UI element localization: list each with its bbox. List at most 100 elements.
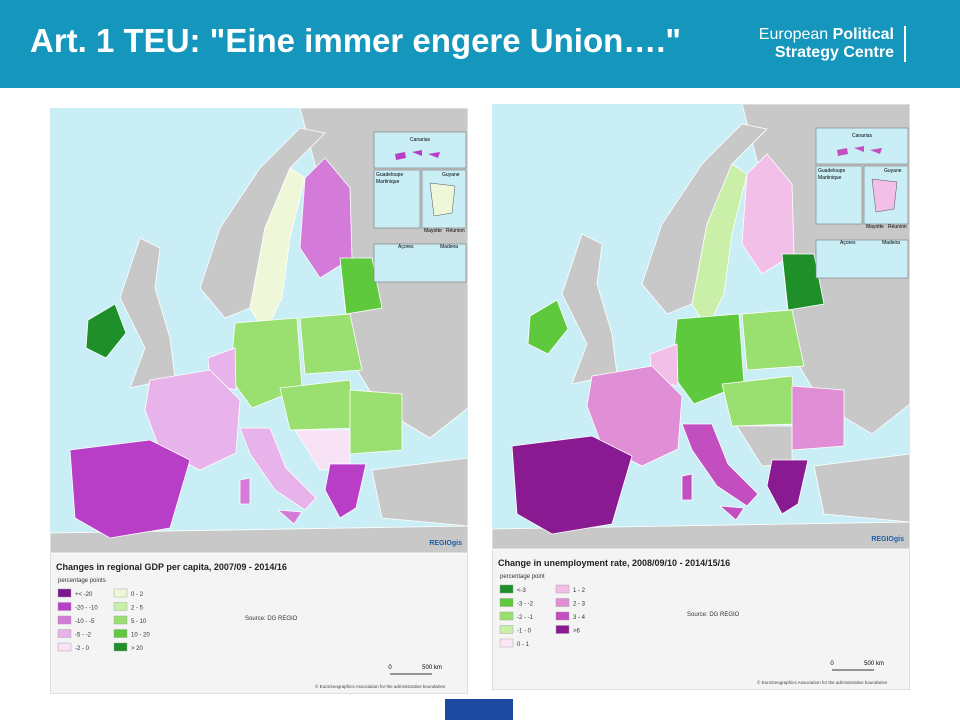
legend-swatch — [555, 625, 570, 634]
region-italy — [239, 427, 317, 511]
region-poland — [299, 313, 363, 375]
region-africa — [50, 525, 468, 554]
region-iberia — [511, 435, 633, 535]
inset-label: Madeira — [882, 240, 900, 246]
inset-label: Guyane — [884, 168, 902, 174]
legend-label: 2 - 5 — [131, 606, 144, 612]
region-poland — [741, 309, 805, 371]
legend-swatch — [113, 615, 128, 625]
inset-label: Mayotte — [866, 224, 884, 230]
scale-label: 0 — [388, 665, 392, 671]
legend-label: 10 - 20 — [131, 633, 150, 639]
legend-label: 3 - 4 — [573, 615, 586, 621]
region-romania — [791, 385, 845, 451]
legend-swatch — [113, 629, 128, 638]
region-greece — [324, 463, 367, 519]
region-greece — [766, 459, 809, 515]
slide-title: Art. 1 TEU: "Eine immer engere Union…." — [30, 22, 682, 59]
inset-label: Açores — [398, 244, 414, 250]
legend-swatch — [57, 588, 72, 598]
legend-swatch — [57, 629, 72, 638]
legend-title: percentage points — [58, 578, 106, 584]
region-turkey — [371, 457, 468, 527]
logo: European Political Strategy Centre — [759, 26, 906, 62]
legend-label: -10 - -5 — [75, 619, 95, 625]
region-africa — [492, 521, 910, 550]
legend-label: -1 - 0 — [517, 629, 532, 635]
legend-swatch — [499, 598, 514, 607]
legend-swatch — [555, 611, 570, 621]
scale-label: 500 km — [864, 661, 884, 667]
legend-label: -3 - -2 — [517, 602, 534, 608]
legend-label: 5 - 10 — [131, 619, 147, 625]
scale-label: 500 km — [422, 665, 442, 671]
brand: REGIOgis — [871, 536, 904, 543]
region-central — [279, 379, 356, 431]
region-sardinia — [239, 477, 251, 505]
legend-label: > 20 — [131, 646, 144, 652]
inset-label: Martinique — [376, 179, 400, 185]
region-ireland — [527, 299, 569, 355]
map-title: Changes in regional GDP per capita, 2007… — [56, 562, 287, 572]
region-baltics — [339, 257, 383, 315]
region-france — [586, 365, 683, 467]
inset — [373, 131, 467, 169]
eu-flag — [445, 699, 513, 720]
inset — [815, 239, 909, 279]
legend-swatch — [57, 642, 72, 652]
inset — [815, 165, 863, 225]
region-baltics — [781, 253, 825, 311]
source: Source: DG REGIO — [687, 612, 740, 618]
brand: REGIOgis — [429, 540, 462, 547]
region-turkey — [813, 453, 910, 523]
inset-label: Guyane — [442, 172, 460, 178]
legend-swatch — [499, 611, 514, 621]
region-italy — [681, 423, 759, 507]
region-uk — [119, 237, 176, 389]
region-norway — [199, 127, 326, 319]
legend-swatch — [555, 584, 570, 594]
source: Source: DG REGIO — [245, 616, 298, 622]
legend-title: percentage point — [500, 574, 545, 580]
legend-swatch — [113, 642, 128, 652]
canarias — [837, 146, 882, 156]
legend-label: >6 — [573, 629, 581, 635]
legend-swatch — [499, 638, 514, 648]
inset-label: Canarias — [852, 133, 873, 139]
canarias — [395, 150, 440, 160]
legend-swatch — [555, 598, 570, 607]
legend-label: 0 - 1 — [517, 642, 530, 648]
region-sicily — [276, 509, 303, 525]
legend-swatch — [57, 602, 72, 611]
region-central — [721, 375, 798, 427]
legend-label: -2 - -1 — [517, 615, 534, 621]
legend-label: -20 - -10 — [75, 606, 98, 612]
inset-label: Guadeloupe — [818, 168, 845, 174]
logo-text: European — [758, 26, 829, 43]
inset-label: Mayotte — [424, 228, 442, 234]
inset-label: Canarias — [410, 137, 431, 143]
copyright: © EuroGeographics Association for the ad… — [757, 679, 888, 685]
region-romania — [349, 389, 403, 455]
region-france — [144, 369, 241, 471]
region-uk — [561, 233, 618, 385]
region-sardinia — [681, 473, 693, 501]
inset-label: Madeira — [440, 244, 458, 250]
map-title: Change in unemployment rate, 2008/09/10 … — [498, 558, 730, 568]
legend-label: <-3 — [517, 588, 527, 594]
inset-label: Guadeloupe — [376, 172, 403, 178]
legend-swatch — [499, 584, 514, 594]
logo-text: Political — [832, 26, 894, 43]
guyane — [871, 178, 898, 213]
inset — [373, 243, 467, 283]
legend-swatch — [57, 615, 72, 625]
scale-label: 0 — [830, 661, 834, 667]
legend-label: 2 - 3 — [573, 602, 586, 608]
inset-label: Réunion — [446, 228, 465, 234]
region-iberia — [69, 439, 191, 539]
inset — [373, 169, 421, 229]
guyane — [429, 182, 456, 217]
